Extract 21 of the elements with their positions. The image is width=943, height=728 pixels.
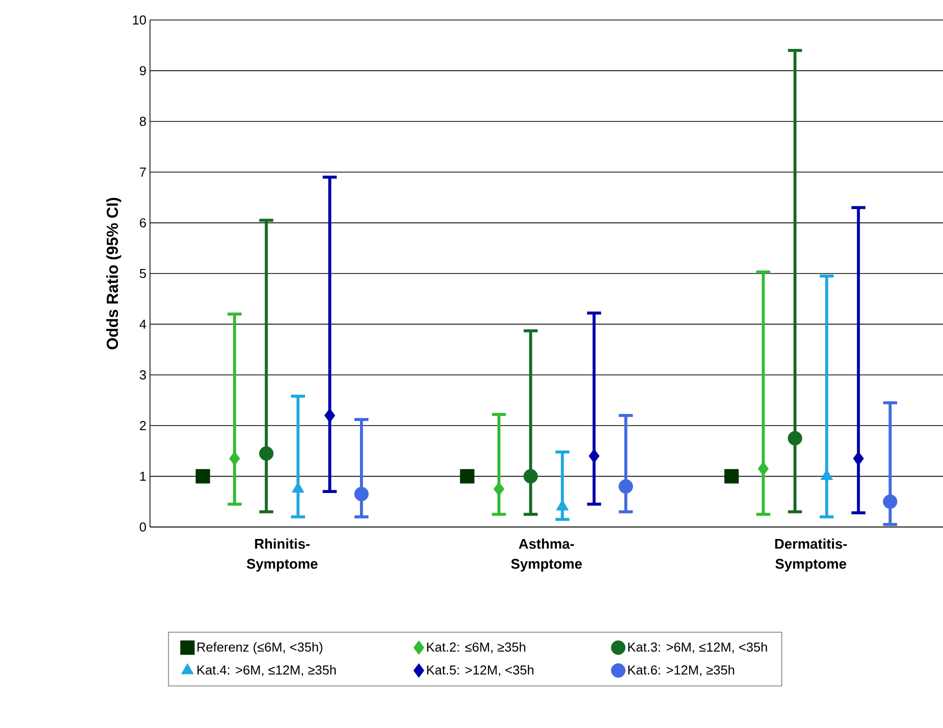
legend-label: Kat.6: >12M, ≥35h (628, 665, 734, 676)
y-tick-label: 1 (140, 472, 146, 481)
x-tick-label: Rhinitis-Symptome (246, 538, 318, 572)
y-tick-label: 3 (140, 370, 146, 380)
y-axis-title: Odds Ratio (95% CI) (106, 198, 122, 350)
legend-label: Kat.4: >6M, ≤12M, ≥35h (198, 665, 336, 676)
y-tick-label: 4 (140, 320, 146, 329)
y-tick-label: 9 (140, 66, 146, 76)
y-tick-label: 6 (140, 218, 146, 228)
y-tick-label: 2 (140, 421, 146, 430)
y-tick-label: 7 (140, 168, 146, 177)
x-tick-label: Asthma-Symptome (511, 538, 582, 572)
y-tick-label: 10 (133, 15, 146, 25)
y-tick-label: 5 (140, 268, 146, 278)
legend-label: Kat.3: >6M, ≤12M, <35h (628, 642, 767, 654)
legend-label: Kat.2: ≤6M, ≥35h (427, 642, 526, 654)
legend-label: Kat.5: >12M, <35h (427, 665, 534, 676)
x-tick-label: Dermatitis-Symptome (775, 538, 847, 572)
y-tick-label: 8 (140, 116, 146, 126)
legend-label: Referenz (≤6M, <35h) (198, 642, 322, 654)
y-tick-label: 0 (140, 522, 146, 532)
